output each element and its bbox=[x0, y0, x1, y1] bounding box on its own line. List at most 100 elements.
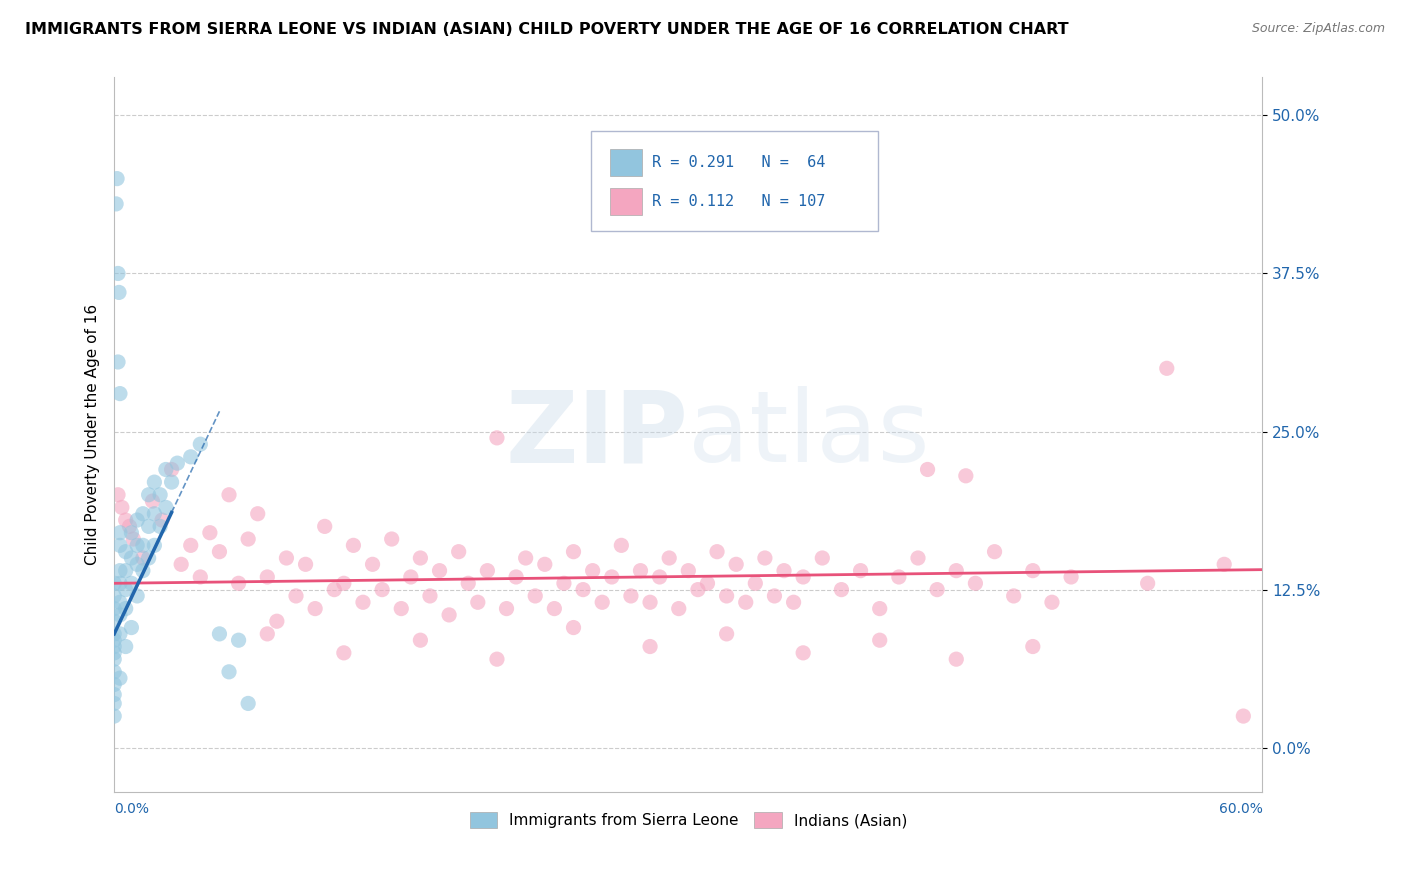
Point bbox=[228, 633, 250, 648]
Point bbox=[103, 601, 125, 615]
Point bbox=[744, 576, 766, 591]
FancyBboxPatch shape bbox=[591, 131, 877, 231]
Point bbox=[1156, 361, 1178, 376]
Point bbox=[180, 450, 202, 464]
Text: R = 0.112   N = 107: R = 0.112 N = 107 bbox=[651, 194, 825, 209]
Point bbox=[533, 558, 555, 572]
Point bbox=[149, 488, 172, 502]
Point bbox=[1022, 564, 1045, 578]
Point bbox=[1060, 570, 1083, 584]
Point bbox=[1136, 576, 1159, 591]
Point bbox=[120, 525, 142, 540]
Point bbox=[107, 488, 129, 502]
Point bbox=[706, 544, 728, 558]
Point bbox=[103, 709, 125, 723]
Point bbox=[103, 677, 125, 691]
Point bbox=[143, 475, 166, 489]
Point bbox=[505, 570, 527, 584]
Point bbox=[927, 582, 949, 597]
Point bbox=[138, 551, 160, 566]
Point bbox=[447, 544, 470, 558]
Point bbox=[143, 507, 166, 521]
Point bbox=[381, 532, 404, 546]
Point bbox=[485, 652, 508, 666]
Point bbox=[782, 595, 804, 609]
Point bbox=[524, 589, 547, 603]
Point bbox=[122, 532, 145, 546]
Point bbox=[132, 507, 155, 521]
Point bbox=[160, 475, 183, 489]
Point bbox=[118, 519, 141, 533]
Point bbox=[389, 601, 412, 615]
Point bbox=[409, 633, 432, 648]
Point bbox=[103, 633, 125, 648]
Point bbox=[103, 646, 125, 660]
Point bbox=[630, 564, 652, 578]
Point bbox=[103, 589, 125, 603]
Point bbox=[869, 633, 891, 648]
Point bbox=[409, 551, 432, 566]
Point bbox=[917, 462, 939, 476]
Point bbox=[285, 589, 308, 603]
Point bbox=[485, 431, 508, 445]
Text: R = 0.291   N =  64: R = 0.291 N = 64 bbox=[651, 155, 825, 170]
Point bbox=[218, 488, 240, 502]
Point bbox=[686, 582, 709, 597]
Point bbox=[333, 576, 356, 591]
Point bbox=[361, 558, 384, 572]
Point bbox=[572, 582, 595, 597]
Point bbox=[103, 652, 125, 666]
Point bbox=[103, 665, 125, 679]
Point bbox=[668, 601, 690, 615]
Point bbox=[266, 614, 288, 628]
Point bbox=[108, 671, 131, 685]
Point bbox=[429, 564, 451, 578]
Point bbox=[155, 462, 177, 476]
Point bbox=[208, 627, 231, 641]
Legend: Immigrants from Sierra Leone, Indians (Asian): Immigrants from Sierra Leone, Indians (A… bbox=[464, 806, 914, 834]
Point bbox=[132, 538, 155, 552]
Point bbox=[620, 589, 643, 603]
Point bbox=[108, 285, 131, 300]
Point bbox=[1002, 589, 1025, 603]
Text: ZIP: ZIP bbox=[506, 386, 689, 483]
Point bbox=[198, 525, 221, 540]
Point bbox=[236, 697, 259, 711]
Text: 0.0%: 0.0% bbox=[114, 802, 149, 816]
Point bbox=[170, 558, 193, 572]
Point bbox=[763, 589, 786, 603]
Point bbox=[638, 595, 661, 609]
Point bbox=[716, 627, 738, 641]
Point bbox=[132, 564, 155, 578]
Point bbox=[127, 513, 149, 527]
Point bbox=[105, 197, 128, 211]
Point bbox=[108, 576, 131, 591]
Point bbox=[352, 595, 374, 609]
Text: Source: ZipAtlas.com: Source: ZipAtlas.com bbox=[1251, 22, 1385, 36]
Point bbox=[1232, 709, 1254, 723]
Point bbox=[127, 558, 149, 572]
Point bbox=[562, 621, 585, 635]
Point bbox=[108, 607, 131, 622]
Point bbox=[294, 558, 316, 572]
Point bbox=[103, 640, 125, 654]
Point bbox=[515, 551, 537, 566]
Point bbox=[1040, 595, 1063, 609]
Point bbox=[150, 513, 173, 527]
Point bbox=[107, 355, 129, 369]
Point bbox=[114, 582, 136, 597]
Point bbox=[333, 646, 356, 660]
Point bbox=[103, 697, 125, 711]
Point bbox=[256, 570, 278, 584]
Point bbox=[304, 601, 326, 615]
Point bbox=[120, 551, 142, 566]
Point bbox=[166, 456, 188, 470]
Point bbox=[108, 627, 131, 641]
Point bbox=[108, 386, 131, 401]
Point bbox=[467, 595, 489, 609]
Point bbox=[246, 507, 269, 521]
Point bbox=[342, 538, 364, 552]
Point bbox=[610, 538, 633, 552]
Point bbox=[256, 627, 278, 641]
Point bbox=[127, 538, 149, 552]
